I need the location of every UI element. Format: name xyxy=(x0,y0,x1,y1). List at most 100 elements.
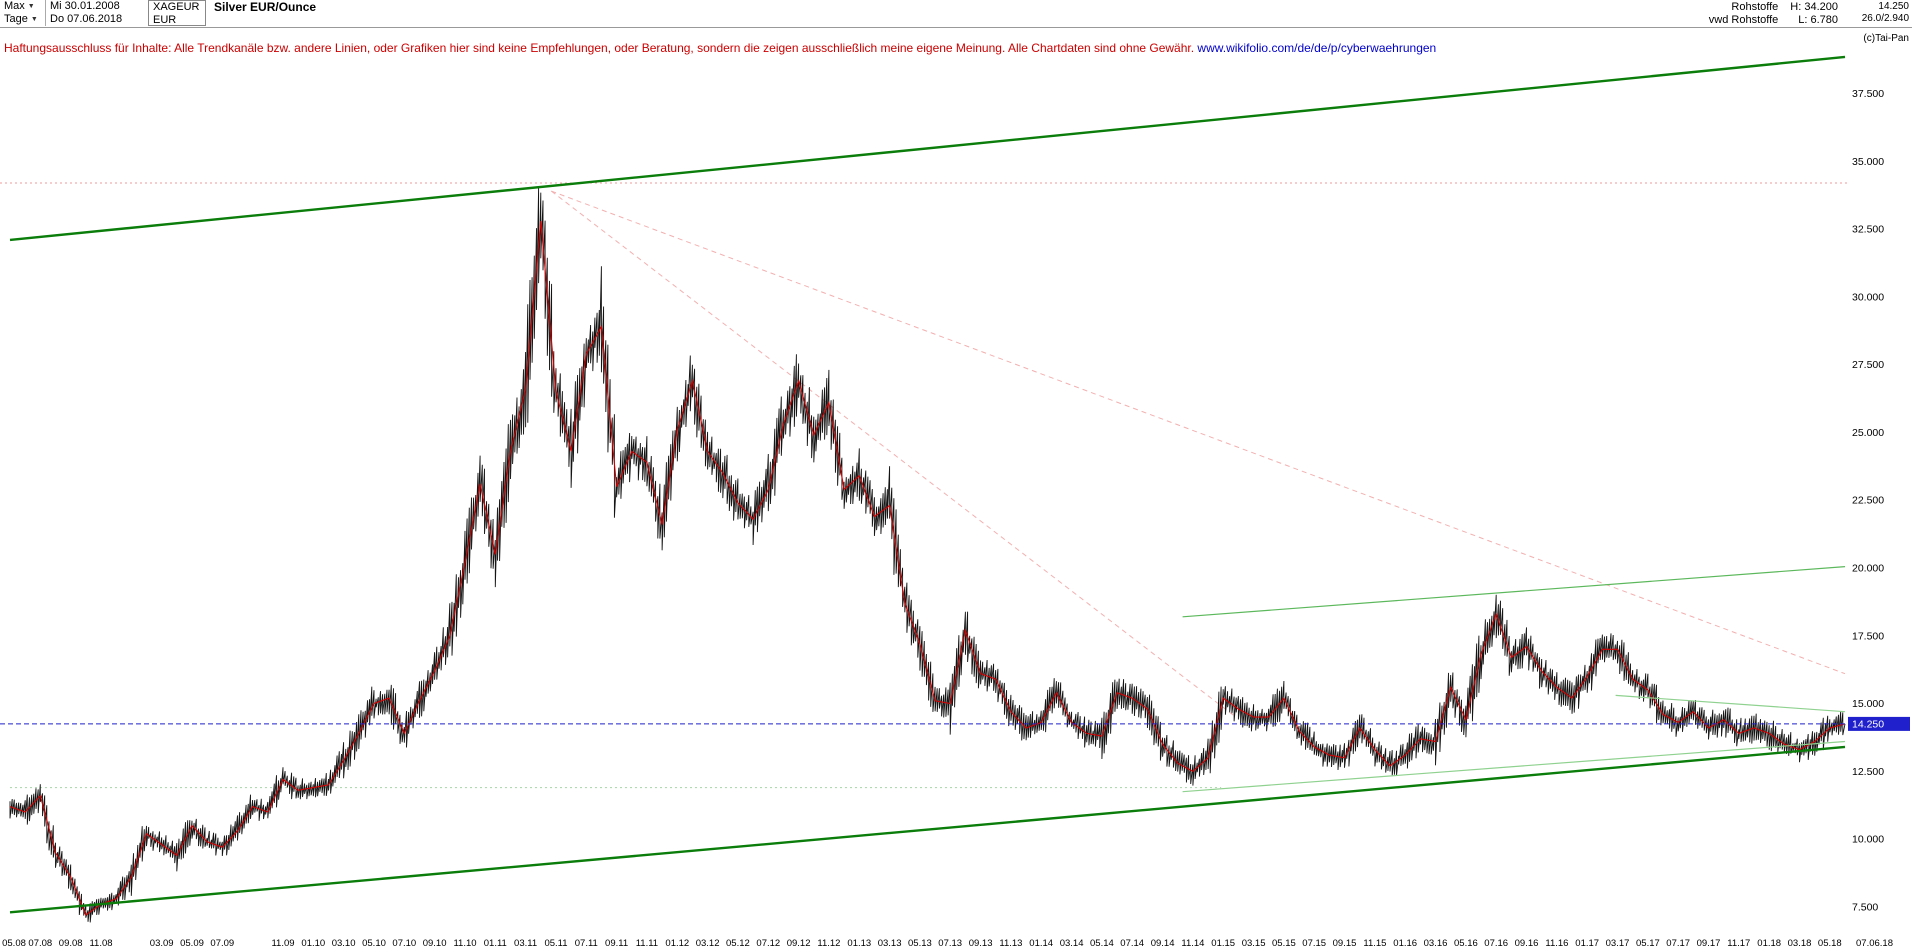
axis-corner: 14.250 26.0/2.940 xyxy=(1847,1,1909,25)
x-axis-label: 01.12 xyxy=(665,938,689,949)
y-axis-label: 32.500 xyxy=(1852,224,1884,236)
y-axis: 7.500 10.000 12.500 15.000 17.500 20.000 22.50… xyxy=(1852,88,1884,913)
lower-uptrend-line xyxy=(1182,740,1846,793)
low-label: L: 6.780 xyxy=(1798,14,1838,26)
x-axis-label: 09.14 xyxy=(1151,938,1175,949)
x-axis-label: 01.14 xyxy=(1029,938,1053,949)
last-price-badge xyxy=(1848,716,1910,731)
x-axis-label: 03.17 xyxy=(1606,938,1630,949)
x-axis-label: 01.16 xyxy=(1393,938,1417,949)
info-value-label: 26.0/2.940 xyxy=(1861,13,1909,24)
x-axis-label: 11.14 xyxy=(1181,938,1204,949)
chart-title: Silver EUR/Ounce xyxy=(214,0,317,14)
candlestick-series xyxy=(9,187,1846,923)
lower-channel-line xyxy=(9,745,1846,914)
x-axis-label: 11.10 xyxy=(453,938,476,949)
downtrend-line-2 xyxy=(550,190,1237,718)
category-label: Rohstoffe xyxy=(1731,1,1779,13)
x-axis: 05.08 07.08 09.08 11.08 03.09 05.09 07.09 11.09… xyxy=(2,938,1893,949)
x-axis-label: 05.11 xyxy=(544,938,567,949)
x-axis-label: 03.12 xyxy=(696,938,720,949)
x-axis-label: 03.18 xyxy=(1788,938,1812,949)
symbol-box: XAGEUR EUR xyxy=(148,0,206,26)
x-axis-label: 07.14 xyxy=(1120,938,1144,949)
y-axis-label: 17.500 xyxy=(1852,630,1884,642)
x-axis-label: 03.13 xyxy=(878,938,902,949)
y-axis-label: 7.500 xyxy=(1852,901,1878,913)
date-to: Do 07.06.2018 xyxy=(50,13,123,25)
x-axis-label: 09.16 xyxy=(1515,938,1539,949)
y-axis-label: 27.500 xyxy=(1852,359,1884,371)
x-axis-last-date-label: 07.06.18 xyxy=(1856,938,1893,949)
last-price-badge-label: 14.250 xyxy=(1852,718,1884,730)
x-axis-label: 07.10 xyxy=(392,938,416,949)
x-axis-label: 09.13 xyxy=(969,938,993,949)
foreground-trendlines xyxy=(0,55,1849,914)
x-axis-label: 11.09 xyxy=(271,938,294,949)
x-axis-label: 11.15 xyxy=(1363,938,1386,949)
x-axis-label: 07.17 xyxy=(1666,938,1690,949)
x-axis-label: 07.16 xyxy=(1484,938,1508,949)
background-trendlines xyxy=(0,182,1849,789)
x-axis-label: 09.15 xyxy=(1333,938,1357,949)
x-axis-label: 11.08 xyxy=(89,938,112,949)
disclaimer-text: Haftungsausschluss für Inhalte: Alle Tre… xyxy=(4,41,1436,55)
y-axis-label: 20.000 xyxy=(1852,563,1884,575)
recent-resistance-line xyxy=(1615,694,1846,713)
x-axis-label: 11.16 xyxy=(1545,938,1568,949)
upper-channel-line xyxy=(9,55,1846,242)
x-axis-label: 07.13 xyxy=(938,938,962,949)
chevron-down-icon: ▼ xyxy=(27,3,35,10)
x-axis-label: 09.08 xyxy=(59,938,83,949)
y-axis-label: 22.500 xyxy=(1852,495,1884,507)
x-axis-label: 03.16 xyxy=(1424,938,1448,949)
price-marker: 14.250 xyxy=(1848,716,1910,731)
y-axis-label: 12.500 xyxy=(1852,766,1884,778)
x-axis-label: 05.16 xyxy=(1454,938,1478,949)
x-axis-label: 11.17 xyxy=(1727,938,1750,949)
y-axis-label: 10.000 xyxy=(1852,834,1884,846)
moving-average xyxy=(9,220,1846,916)
y-axis-label: 30.000 xyxy=(1852,291,1884,303)
ma-line xyxy=(9,220,1846,916)
range-dropdown[interactable]: Max ▼ xyxy=(0,0,46,13)
x-axis-label: 03.15 xyxy=(1242,938,1266,949)
range-dropdown-label: Max xyxy=(4,0,25,12)
downtrend-line-1 xyxy=(551,190,1846,675)
x-axis-label: 05.10 xyxy=(362,938,386,949)
y-axis-label: 35.000 xyxy=(1852,156,1884,168)
x-axis-label: 03.10 xyxy=(332,938,356,949)
period-dropdown-label: Tage xyxy=(4,13,28,25)
symbol-label: XAGEUR xyxy=(153,1,200,13)
header-bar: Max ▼ Mi 30.01.2008 XAGEUR EUR Silver EUR… xyxy=(0,0,1912,28)
currency-label: EUR xyxy=(153,14,177,26)
y-axis-label: 25.000 xyxy=(1852,427,1884,439)
x-axis-label: 07.12 xyxy=(756,938,780,949)
x-axis-label: 01.15 xyxy=(1211,938,1235,949)
x-axis-label: 05.08 xyxy=(2,938,26,949)
wikifolio-link[interactable]: www.wikifolio.com/de/de/p/cyberwaehrunge… xyxy=(1197,41,1437,55)
x-axis-label: 05.14 xyxy=(1090,938,1114,949)
x-axis-label: 09.11 xyxy=(605,938,628,949)
disclaimer-body: Haftungsausschluss für Inhalte: Alle Tre… xyxy=(4,41,1198,55)
date-from: Mi 30.01.2008 xyxy=(50,0,120,12)
x-axis-label: 01.11 xyxy=(484,938,507,949)
x-axis-label: 01.10 xyxy=(301,938,325,949)
x-axis-label: 05.15 xyxy=(1272,938,1296,949)
x-axis-label: 07.11 xyxy=(575,938,598,949)
mid-uptrend-line xyxy=(1182,566,1846,618)
chevron-down-icon: ▼ xyxy=(30,16,38,23)
x-axis-label: 01.13 xyxy=(847,938,871,949)
x-axis-label: 05.12 xyxy=(726,938,750,949)
x-axis-label: 01.17 xyxy=(1575,938,1599,949)
period-dropdown[interactable]: Tage ▼ xyxy=(0,13,46,26)
x-axis-label: 05.18 xyxy=(1818,938,1842,949)
header-right: Rohstoffe H: 34.200 vwd Rohstoffe L: 6.7… xyxy=(1709,1,1838,27)
header-left: Max ▼ Mi 30.01.2008 XAGEUR EUR Silver EUR… xyxy=(0,0,320,26)
x-axis-label: 07.09 xyxy=(210,938,234,949)
x-axis-label: 11.13 xyxy=(999,938,1022,949)
x-axis-label: 07.15 xyxy=(1302,938,1326,949)
x-axis-label: 05.09 xyxy=(180,938,204,949)
